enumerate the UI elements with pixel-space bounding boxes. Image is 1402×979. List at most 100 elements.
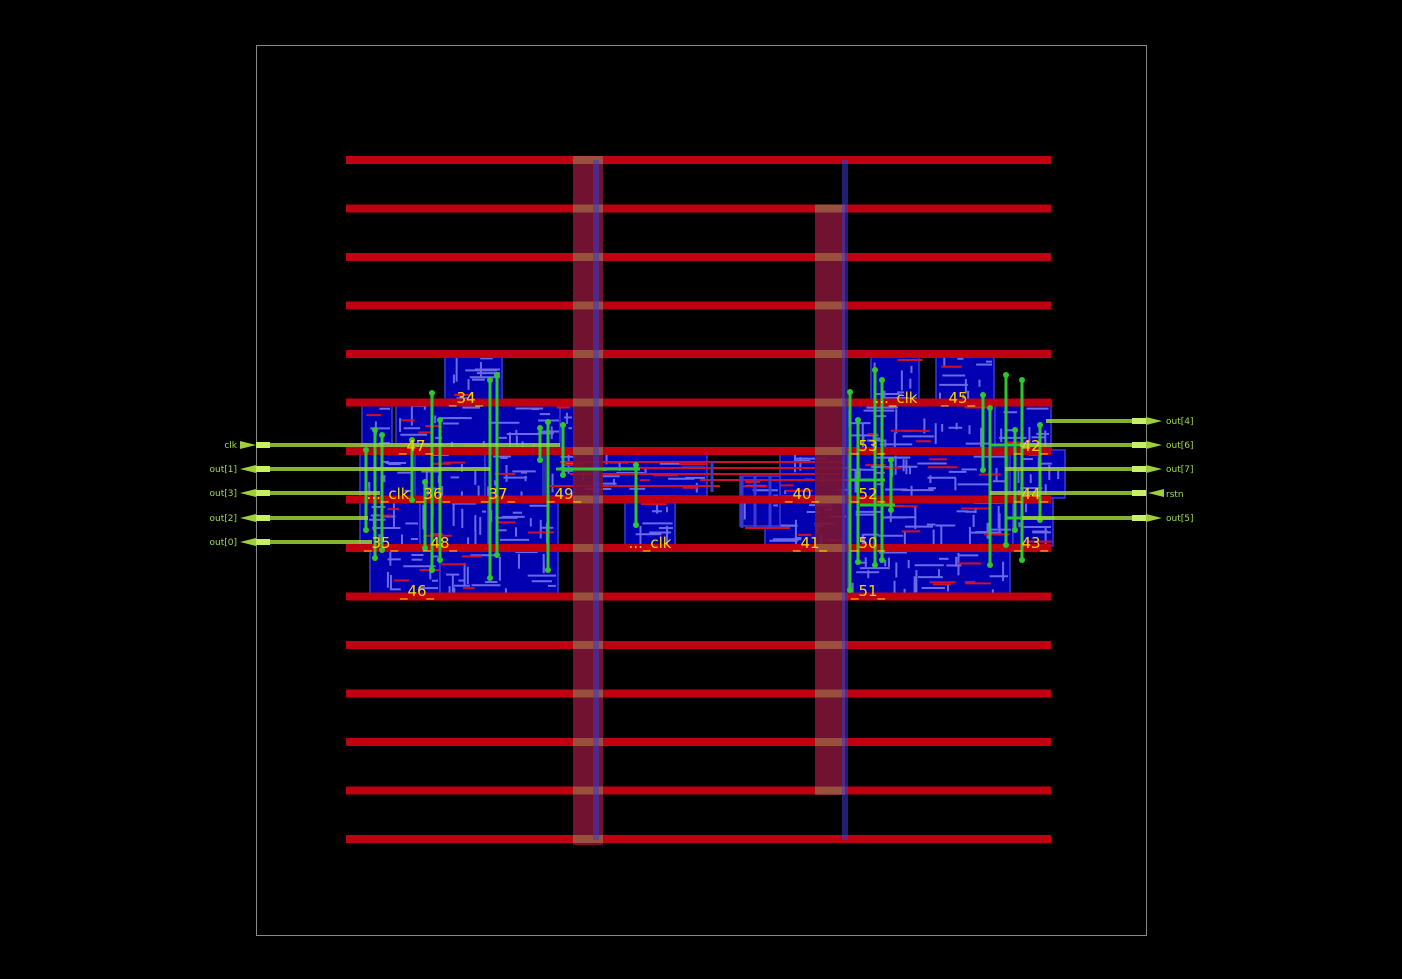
arrow-right-icon <box>1146 465 1162 473</box>
net-pin-dot <box>545 567 551 573</box>
pin-out0[interactable]: out[0] <box>210 538 373 548</box>
arrow-left-icon <box>1148 489 1164 497</box>
cell-label[interactable]: _52_ <box>850 485 886 504</box>
cell-label[interactable]: _48_ <box>422 534 458 553</box>
net-pin-dot <box>560 422 566 428</box>
arrow-right-icon <box>240 441 256 449</box>
strap-via <box>815 495 845 504</box>
strap-via <box>573 495 603 504</box>
net-pin-dot <box>633 522 639 528</box>
cell-label[interactable]: _34_ <box>448 389 484 408</box>
power-rail <box>346 738 1051 746</box>
net-pin-dot <box>363 447 369 453</box>
net-pin-dot <box>987 405 993 411</box>
arrow-left-icon <box>240 538 256 546</box>
net-pin-dot <box>379 547 385 553</box>
pin-clk[interactable]: clk <box>224 441 560 451</box>
net-pin-dot <box>1019 377 1025 383</box>
net-pin-dot <box>1019 557 1025 563</box>
power-rail <box>346 495 1051 504</box>
cell-label[interactable]: ..._clk <box>629 534 672 553</box>
strap-via <box>815 641 845 649</box>
net-pin-dot <box>379 432 385 438</box>
strap-via <box>573 447 603 455</box>
strap-via <box>815 786 845 795</box>
net-pin-dot <box>980 467 986 473</box>
net-pin-dot <box>855 559 861 565</box>
net-pin-dot <box>537 457 543 463</box>
strap-via <box>573 835 603 843</box>
power-rail <box>346 592 1051 601</box>
cell-label[interactable]: _47_ <box>398 437 434 456</box>
cell-label[interactable]: _42_ <box>1013 437 1049 456</box>
cell-label[interactable]: _49_ <box>546 485 582 504</box>
cell-label[interactable]: _45_ <box>940 389 976 408</box>
cell-label[interactable]: _53_ <box>850 437 886 456</box>
power-rail <box>346 253 1051 261</box>
pin-out5[interactable]: out[5] <box>1022 514 1194 524</box>
net-pin-dot <box>980 392 986 398</box>
pin-out2[interactable]: out[2] <box>210 514 369 524</box>
pin-rstn[interactable]: rstn <box>990 489 1184 500</box>
net-pin-dot <box>409 437 415 443</box>
power-rail <box>346 350 1051 358</box>
strap-via <box>573 204 603 213</box>
cell-label[interactable]: ..._clk <box>875 389 918 408</box>
net-pin-dot <box>494 372 500 378</box>
cell-label[interactable]: _51_ <box>850 582 886 601</box>
power-rail <box>346 689 1051 698</box>
pin-out4[interactable]: out[4] <box>1046 417 1194 427</box>
net-pin-dot <box>487 377 493 383</box>
cell-label[interactable]: _35_ <box>363 534 399 553</box>
pin-out1[interactable]: out[1] <box>210 465 491 475</box>
net-pin-dot <box>1012 427 1018 433</box>
pin-out6[interactable]: out[6] <box>1020 441 1194 451</box>
pin-label: out[6] <box>1166 441 1194 451</box>
pin-out7[interactable]: out[7] <box>1005 465 1194 475</box>
metal-strap <box>593 160 599 840</box>
cell-label[interactable]: ..._clk <box>367 485 410 504</box>
net-pin-dot <box>1003 372 1009 378</box>
power-rail <box>346 301 1051 310</box>
strap-via <box>573 156 603 164</box>
cell-label[interactable]: _40_ <box>784 485 820 504</box>
net-pin-dot <box>847 389 853 395</box>
strap-via <box>573 253 603 261</box>
pin-out3[interactable]: out[3] <box>210 489 381 499</box>
cell-label[interactable]: _37_ <box>480 485 516 504</box>
net-pin-dot <box>1037 422 1043 428</box>
net-pin-dot <box>879 557 885 563</box>
cell-label[interactable]: _44_ <box>1013 485 1049 504</box>
net-pin-dot <box>429 390 435 396</box>
strap-via <box>815 738 845 746</box>
power-rail <box>346 204 1051 213</box>
pin-label: out[7] <box>1166 465 1194 475</box>
net-pin-dot <box>422 479 428 485</box>
cell-label[interactable]: _50_ <box>850 534 886 553</box>
strap-via <box>815 689 845 698</box>
pin-label: out[1] <box>210 465 238 475</box>
arrow-left-icon <box>240 489 256 497</box>
net-pin-dot <box>872 562 878 568</box>
io-pins: clk out[1] out[3] out[2] out[0] <box>210 417 1194 548</box>
power-rail <box>346 835 1051 843</box>
power-rails <box>346 156 1051 843</box>
net-pin-dot <box>888 457 894 463</box>
cell-label[interactable]: _43_ <box>1013 534 1049 553</box>
cell-label[interactable]: _46_ <box>399 582 435 601</box>
strap-via <box>573 544 603 552</box>
cell-label[interactable]: _36_ <box>415 485 451 504</box>
cell-label[interactable]: _41_ <box>792 534 828 553</box>
power-rail <box>346 398 1051 407</box>
net-pin-dot <box>437 557 443 563</box>
power-rail <box>346 544 1051 552</box>
strap-via <box>815 592 845 601</box>
strap-via <box>573 641 603 649</box>
strap-via <box>815 350 845 358</box>
net-pin-dot <box>1003 542 1009 548</box>
net-pin-dot <box>363 527 369 533</box>
net-pin-dot <box>545 419 551 425</box>
strap-via <box>573 301 603 310</box>
net-pin-dot <box>487 575 493 581</box>
